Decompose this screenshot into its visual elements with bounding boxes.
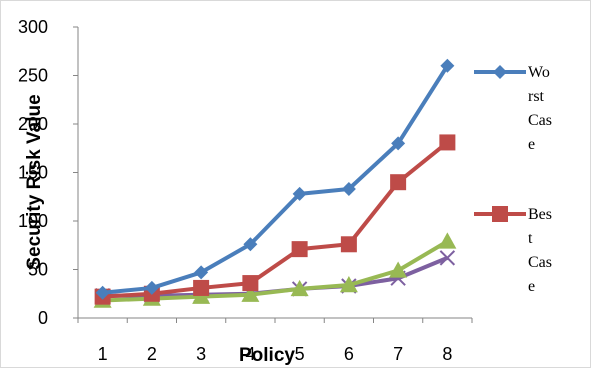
legend-label-line: Cas [528,112,552,129]
legend-marker [493,65,507,79]
data-point [243,237,258,252]
data-point [439,250,456,266]
data-point [193,279,210,296]
y-tick-label: 250 [18,66,48,86]
legend-label-line: Cas [528,254,552,271]
series-line [102,64,450,295]
legend-label-line: Wo [528,64,550,81]
series-3 [93,232,457,308]
x-axis-title: Policy [239,345,295,366]
y-tick-label: 150 [18,163,48,183]
y-tick-label: 0 [38,308,48,328]
data-point [390,174,407,191]
x-tick-label: 3 [196,344,206,364]
y-axis-title: Security Risk Value [24,94,45,269]
data-point [440,58,455,73]
legend-entry: Wo rst Cas e [474,64,552,153]
y-tick-label: 200 [18,114,48,134]
data-point [340,236,357,253]
x-tick-label: 7 [393,344,403,364]
data-point [439,134,456,151]
data-point [291,241,308,258]
x-axis: 1 2 3 4 5 6 7 8 [77,317,473,364]
y-tick-label: 300 [18,17,48,37]
legend-label-line: t [528,230,533,247]
x-tick-label: 5 [295,344,305,364]
legend-entry: Bes t Cas e [474,206,552,295]
y-tick-label: 100 [18,211,48,231]
data-point [389,261,408,278]
data-point [292,186,307,201]
x-tick-label: 1 [98,344,108,364]
series-line [102,140,449,299]
x-tick-label: 2 [147,344,157,364]
legend-label-line: e [528,136,535,153]
data-point [144,280,159,295]
data-point [241,285,260,302]
series-layer [93,58,457,308]
x-tick-label: 4 [245,344,255,364]
data-point [438,232,457,249]
series-line [102,239,449,303]
data-point [341,181,356,196]
y-tick-label: 50 [28,260,48,280]
data-point [339,276,358,293]
data-point [242,275,259,292]
x-tick-label: 8 [442,344,452,364]
y-axis: 0 50 100 150 200 250 300 [18,17,79,328]
data-point [290,279,309,297]
x-tick-label: 6 [344,344,354,364]
legend-marker [492,206,508,222]
legend-label-line: Bes [528,206,552,223]
data-point [95,285,110,300]
legend-label-line: rst [528,88,545,105]
legend: Wo rst Cas e Bes t Cas e [474,64,552,295]
data-point [391,136,406,151]
legend-label-line: e [528,278,535,295]
series-1 [95,58,455,300]
data-point [194,265,209,280]
